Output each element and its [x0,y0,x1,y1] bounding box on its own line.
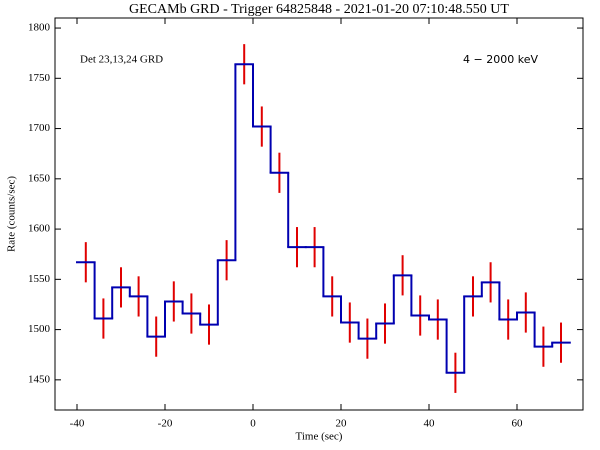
y-tick-label: 1500 [28,323,51,335]
x-tick-label: 0 [250,418,256,430]
y-tick-label: 1550 [28,273,51,285]
annotation: Det 23,13,24 GRD [80,54,163,66]
y-tick-label: 1700 [28,122,51,134]
x-axis-label: Time (sec) [296,431,343,443]
y-tick-label: 1800 [28,22,51,34]
y-tick-label: 1650 [28,172,51,184]
y-tick-label: 1450 [28,373,51,385]
y-tick-label: 1750 [28,72,51,84]
x-tick-label: -40 [70,418,85,430]
chart-title: GECAMb GRD - Trigger 64825848 - 2021-01-… [129,2,509,17]
y-axis-label: Rate (counts/sec) [6,176,18,252]
x-tick-label: 40 [424,418,436,430]
x-tick-label: -20 [158,418,173,430]
y-tick-label: 1600 [28,223,51,235]
x-tick-label: 60 [512,418,524,430]
x-tick-label: 20 [336,418,348,430]
annotation: 4 − 2000 keV [463,53,538,66]
plot-frame [54,17,584,411]
